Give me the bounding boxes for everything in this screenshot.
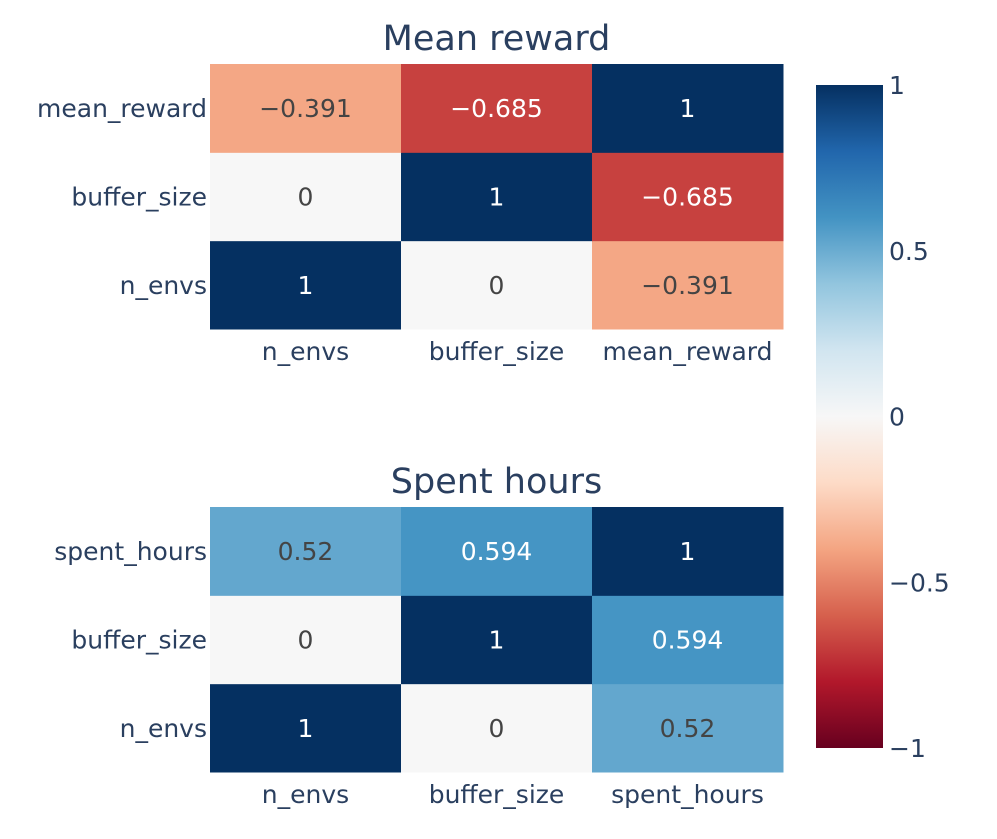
heatmap-cell [401,240,593,330]
cell-value-label: 1 [680,94,696,123]
heatmap-cell [210,152,402,242]
heatmap-cell [210,240,402,330]
colorbar: 1 0.5 0 −0.5 −1 [816,71,950,763]
cell-value-label: 0 [489,714,505,743]
cell-value-label: 0.52 [660,714,716,743]
cell-value-label: −0.685 [450,94,543,123]
cell-value-label: 1 [489,183,505,212]
colorbar-tick-label: 0 [889,403,905,432]
heatmap-cell [592,152,784,242]
cell-value-label: 0.52 [278,537,334,566]
y-tick-label: buffer_size [71,626,207,655]
x-tick-label: spent_hours [611,780,764,809]
y-tick-label: mean_reward [37,94,207,123]
chart-title: Mean reward [383,19,611,59]
heatmap-cell [401,595,593,685]
y-tick-label: spent_hours [54,537,207,566]
x-tick-label: mean_reward [603,337,773,366]
heatmap-panel-2: Spent hours 1 0 0.52 0 1 0.594 0.52 0.594 1 n_envs… [54,462,784,809]
heatmap-cell [210,507,402,596]
colorbar-tick-label: 1 [889,71,905,100]
cell-value-label: 0 [489,271,505,300]
cell-value-label: 1 [298,271,314,300]
cell-value-label: −0.685 [641,183,734,212]
x-tick-label: n_envs [262,337,349,366]
heatmap-cell [592,507,784,596]
y-tick-label: n_envs [120,714,207,743]
heatmap-cell [592,595,784,685]
cell-value-label: 1 [680,537,696,566]
cell-value-label: 0 [298,183,314,212]
heatmap-cell [592,64,784,153]
cell-value-label: −0.391 [259,94,352,123]
heatmap-panel-1: Mean reward 1 0 −0.391 0 1 −0.685 −0.391 −0.685 1… [37,19,784,366]
cell-value-label: 1 [489,626,505,655]
heatmap-cell [401,152,593,242]
y-tick-label: buffer_size [71,183,207,212]
cell-value-label: 0 [298,626,314,655]
cell-value-label: 0.594 [461,537,533,566]
cell-value-label: 0.594 [652,626,724,655]
heatmap-cell [401,683,593,773]
heatmap-cell [210,64,402,153]
heatmap-cell [401,507,593,596]
heatmap-cell [401,64,593,153]
cell-value-label: −0.391 [641,271,734,300]
chart-title: Spent hours [391,462,602,502]
heatmap-cell [210,595,402,685]
x-tick-label: buffer_size [429,337,565,366]
heatmap-cell [592,683,784,773]
heatmap-cell [210,683,402,773]
colorbar-tick-label: 0.5 [889,237,929,266]
colorbar-gradient [816,85,883,748]
cell-value-label: 1 [298,714,314,743]
heatmap-cell [592,240,784,330]
colorbar-tick-label: −0.5 [889,568,950,597]
x-tick-label: n_envs [262,780,349,809]
colorbar-tick-label: −1 [889,734,926,763]
y-tick-label: n_envs [120,271,207,300]
x-tick-label: buffer_size [429,780,565,809]
